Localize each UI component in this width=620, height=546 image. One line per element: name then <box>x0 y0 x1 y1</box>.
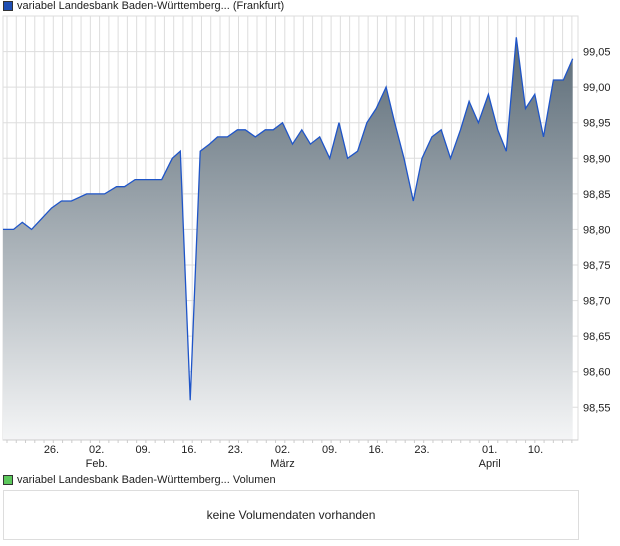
x-tick-label: 10. <box>528 444 543 456</box>
y-tick-label: 98,65 <box>583 331 611 343</box>
y-tick-label: 98,55 <box>583 402 611 414</box>
x-tick-label: 02. <box>275 444 290 456</box>
x-tick-label: 23. <box>228 444 243 456</box>
volume-panel: keine Volumendaten vorhanden <box>3 490 579 540</box>
volume-empty-message: keine Volumendaten vorhanden <box>206 508 376 522</box>
y-tick-label: 98,95 <box>583 118 611 130</box>
price-chart: 98,55 98,60 98,65 98,70 98,75 98,80 98,85 98,90… <box>2 15 611 470</box>
y-tick-label: 99,00 <box>583 82 611 94</box>
x-tick-label: 16. <box>181 444 196 456</box>
x-tick-label: 16. <box>369 444 384 456</box>
price-line <box>3 37 574 401</box>
price-area <box>3 37 573 441</box>
x-month-label: April <box>479 458 501 470</box>
x-tick-label: 26. <box>44 444 59 456</box>
y-tick-label: 98,75 <box>583 260 611 272</box>
y-tick-label: 98,90 <box>583 153 611 165</box>
volume-legend: variabel Landesbank Baden-Württemberg...… <box>3 474 276 486</box>
x-tick-label: 01. <box>482 444 497 456</box>
y-tick-label: 98,80 <box>583 224 611 236</box>
x-tick-label: 09. <box>135 444 150 456</box>
price-legend: variabel Landesbank Baden-Württemberg...… <box>3 0 284 12</box>
price-legend-swatch <box>3 1 13 11</box>
volume-legend-swatch <box>3 475 13 485</box>
y-tick-label: 98,85 <box>583 189 611 201</box>
x-month-label: März <box>270 458 294 470</box>
y-tick-label: 98,70 <box>583 296 611 308</box>
price-legend-label: variabel Landesbank Baden-Württemberg...… <box>17 0 285 12</box>
x-month-label: Feb. <box>86 458 108 470</box>
y-tick-label: 99,05 <box>583 47 611 59</box>
x-tick-label: 09. <box>322 444 337 456</box>
x-tick-label: 23. <box>414 444 429 456</box>
volume-legend-label: variabel Landesbank Baden-Württemberg...… <box>17 474 276 486</box>
x-tick-label: 02. <box>89 444 104 456</box>
y-tick-label: 98,60 <box>583 367 611 379</box>
